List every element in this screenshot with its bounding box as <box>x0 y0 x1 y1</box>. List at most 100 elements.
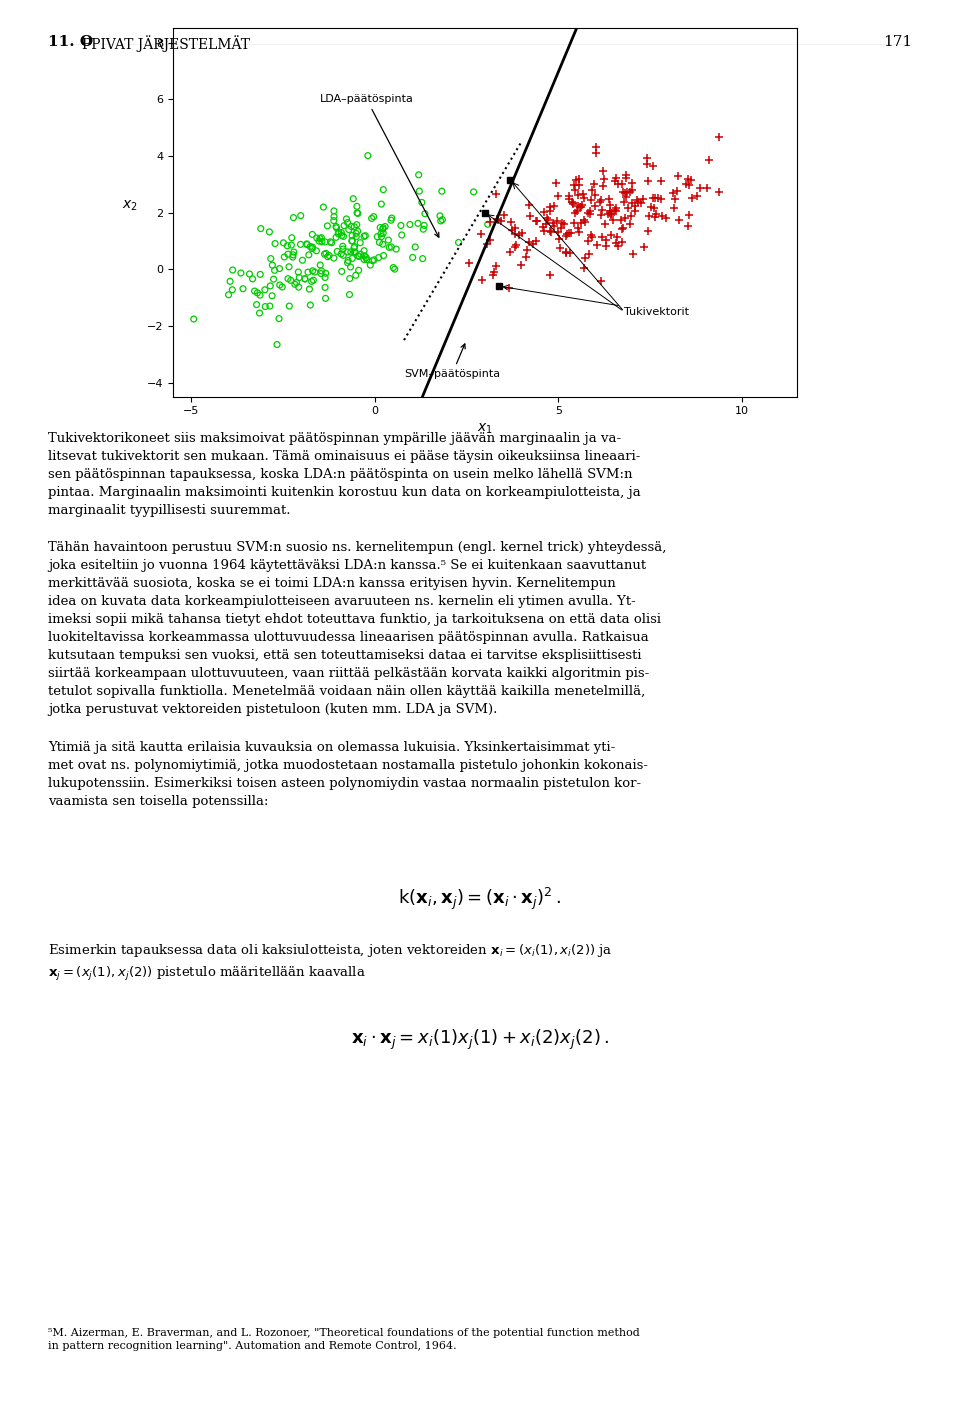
Point <box>647 187 662 210</box>
Point <box>561 187 576 210</box>
Point <box>555 213 570 235</box>
Point <box>528 230 543 252</box>
Point <box>551 184 566 207</box>
Point <box>624 179 639 201</box>
Point <box>536 201 551 224</box>
Point <box>267 259 282 282</box>
Point <box>381 228 396 251</box>
Point <box>542 200 558 222</box>
Text: Tähän havaintoon perustuu SVM:n suosio ns. kernelitempun (engl. kernel trick) yh: Tähän havaintoon perustuu SVM:n suosio n… <box>48 541 666 717</box>
Y-axis label: $x_2$: $x_2$ <box>122 198 138 213</box>
Point <box>681 167 696 190</box>
Point <box>639 152 655 174</box>
Point <box>613 208 629 231</box>
Point <box>540 207 555 230</box>
Point <box>576 187 591 210</box>
Point <box>678 173 693 196</box>
Point <box>541 196 557 218</box>
Point <box>512 222 527 245</box>
Point <box>415 248 430 271</box>
Point <box>622 213 637 235</box>
Point <box>618 207 634 230</box>
Point <box>620 196 636 218</box>
Point <box>326 210 342 232</box>
Point <box>305 269 321 292</box>
Point <box>666 196 682 218</box>
Point <box>266 268 281 290</box>
Point <box>314 227 329 249</box>
Point <box>326 247 342 269</box>
Point <box>522 204 538 227</box>
Point <box>571 196 587 218</box>
Point <box>654 188 669 211</box>
Point <box>542 220 558 242</box>
Point <box>263 248 278 271</box>
Point <box>514 254 529 276</box>
Point <box>284 227 300 249</box>
Point <box>564 191 580 214</box>
Point <box>344 230 359 252</box>
Point <box>607 169 622 191</box>
Text: SVM–päätöspinta: SVM–päätöspinta <box>404 344 500 380</box>
Point <box>689 184 705 207</box>
Point <box>666 181 682 204</box>
Point <box>553 217 568 239</box>
Point <box>580 230 595 252</box>
Point <box>252 264 268 286</box>
Point <box>272 273 287 296</box>
Point <box>604 224 619 247</box>
Point <box>508 234 523 256</box>
Point <box>356 239 372 262</box>
Point <box>599 228 614 251</box>
Point <box>608 200 623 222</box>
Point <box>536 215 551 238</box>
Point <box>309 227 324 249</box>
Point <box>466 180 481 203</box>
Point <box>252 283 268 306</box>
Point <box>225 279 240 302</box>
Point <box>344 215 359 238</box>
Point <box>336 225 351 248</box>
Point <box>348 225 364 248</box>
Point <box>270 333 285 356</box>
Point <box>295 249 310 272</box>
Point <box>568 169 584 191</box>
Point <box>345 224 360 247</box>
Point <box>546 213 562 235</box>
Point <box>292 266 307 289</box>
Point <box>257 295 273 317</box>
Point <box>375 179 391 201</box>
Point <box>571 220 587 242</box>
Point <box>588 136 604 159</box>
Point <box>626 242 641 265</box>
Point <box>659 207 674 230</box>
Point <box>684 169 699 191</box>
Point <box>519 239 535 262</box>
Point <box>298 268 313 290</box>
Point <box>335 238 350 261</box>
Text: ⁵M. Aizerman, E. Braverman, and L. Rozonoer, "Theoretical foundations of the pot: ⁵M. Aizerman, E. Braverman, and L. Rozon… <box>48 1328 639 1350</box>
Point <box>562 186 577 208</box>
Point <box>647 205 662 228</box>
Point <box>347 241 362 264</box>
Text: Ytimiä ja sitä kautta erilaisia kuvauksia on olemassa lukuisia. Yksinkertaisimma: Ytimiä ja sitä kautta erilaisia kuvauksi… <box>48 741 648 808</box>
Point <box>578 211 593 234</box>
Point <box>518 245 534 268</box>
Point <box>326 205 342 228</box>
Point <box>336 244 351 266</box>
Point <box>249 293 264 316</box>
Point <box>542 264 558 286</box>
Point <box>262 221 277 244</box>
Point <box>610 225 625 248</box>
Point <box>501 276 516 299</box>
Text: LDA–päätöspinta: LDA–päätöspinta <box>320 94 439 237</box>
Point <box>375 217 391 239</box>
Point <box>417 214 432 237</box>
Point <box>412 180 427 203</box>
Point <box>562 242 577 265</box>
Point <box>359 248 374 271</box>
Point <box>480 213 495 235</box>
Point <box>318 266 333 289</box>
Point <box>559 222 574 245</box>
Point <box>304 235 320 258</box>
